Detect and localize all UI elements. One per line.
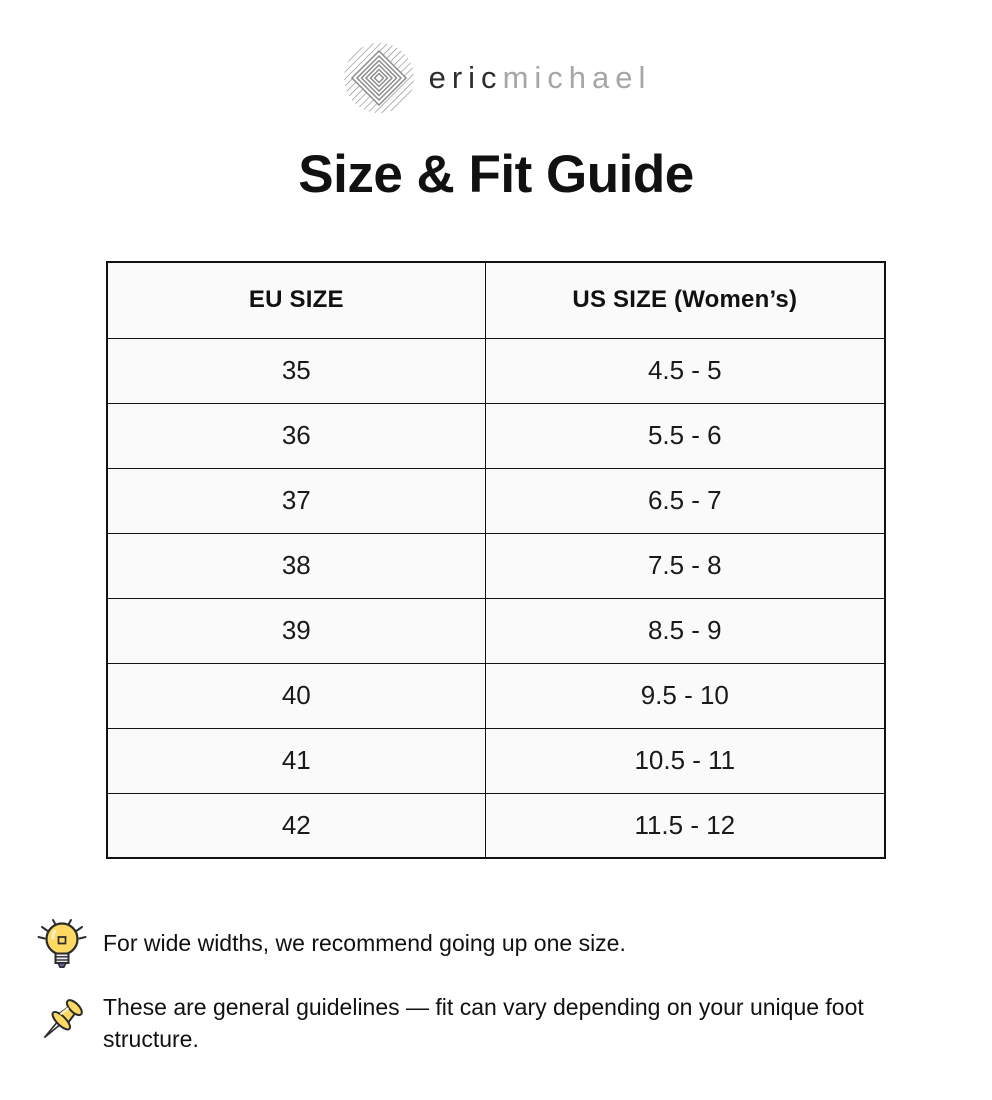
note-text: For wide widths, we recommend going up o… <box>103 930 626 956</box>
table-row: 40 9.5 - 10 <box>106 662 886 729</box>
table-row: 36 5.5 - 6 <box>106 402 886 469</box>
eu-size-header: EU SIZE <box>106 261 486 339</box>
us-size-cell: 6.5 - 7 <box>484 467 886 534</box>
brand-name-first: eric <box>428 60 503 95</box>
us-size-cell: 8.5 - 9 <box>484 597 886 664</box>
us-size-cell: 10.5 - 11 <box>484 727 886 794</box>
eu-size-cell: 42 <box>106 792 486 859</box>
lightbulb-icon <box>33 913 91 973</box>
us-size-cell: 5.5 - 6 <box>484 402 886 469</box>
eu-size-cell: 39 <box>106 597 486 664</box>
brand-wordmark: ericmichael <box>429 60 652 96</box>
size-table: EU SIZE US SIZE (Women’s) 35 4.5 - 5 36 … <box>106 261 886 859</box>
size-table-body: 35 4.5 - 5 36 5.5 - 6 37 6.5 - 7 38 7.5 … <box>106 337 886 859</box>
eu-size-cell: 38 <box>106 532 486 599</box>
us-size-header: US SIZE (Women’s) <box>484 261 886 339</box>
header-row: EU SIZE US SIZE (Women’s) <box>106 261 886 339</box>
table-row: 38 7.5 - 8 <box>106 532 886 599</box>
eu-size-cell: 36 <box>106 402 486 469</box>
brand-name-second: michael <box>502 60 652 95</box>
eu-size-cell: 37 <box>106 467 486 534</box>
pushpin-icon <box>33 993 91 1053</box>
eu-size-cell: 40 <box>106 662 486 729</box>
us-size-cell: 4.5 - 5 <box>484 337 886 404</box>
us-size-cell: 11.5 - 12 <box>484 792 886 859</box>
table-row: 39 8.5 - 9 <box>106 597 886 664</box>
diamond-pattern-icon <box>341 40 417 116</box>
table-row: 37 6.5 - 7 <box>106 467 886 534</box>
page-title: Size & Fit Guide <box>298 145 694 204</box>
table-row: 35 4.5 - 5 <box>106 337 886 404</box>
table-row: 41 10.5 - 11 <box>106 727 886 794</box>
note-text: These are general guidelines — fit can v… <box>103 994 864 1052</box>
us-size-cell: 7.5 - 8 <box>484 532 886 599</box>
size-table-container: EU SIZE US SIZE (Women’s) 35 4.5 - 5 36 … <box>106 261 886 859</box>
size-table-head: EU SIZE US SIZE (Women’s) <box>106 261 886 339</box>
brand-logo: ericmichael <box>0 0 992 116</box>
notes-section: For wide widths, we recommend going up o… <box>33 913 992 1055</box>
table-row: 42 11.5 - 12 <box>106 792 886 859</box>
eu-size-cell: 41 <box>106 727 486 794</box>
note-wide-widths: For wide widths, we recommend going up o… <box>33 913 992 973</box>
eu-size-cell: 35 <box>106 337 486 404</box>
us-size-cell: 9.5 - 10 <box>484 662 886 729</box>
note-guidelines: These are general guidelines — fit can v… <box>33 991 992 1055</box>
